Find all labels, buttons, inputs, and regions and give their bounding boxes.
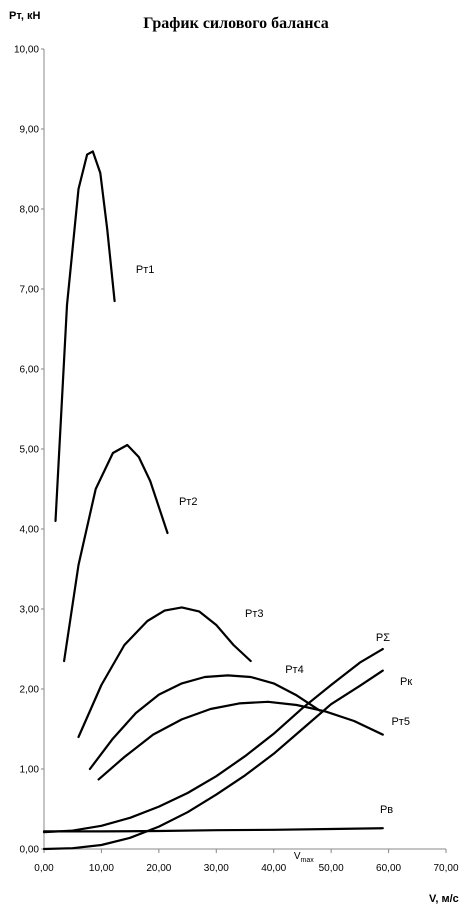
y-tick-label: 2,00 bbox=[20, 685, 40, 696]
x-tick-label: 10,00 bbox=[89, 863, 114, 874]
series-line-6 bbox=[42, 647, 384, 834]
x-tick-label: 30,00 bbox=[204, 863, 229, 874]
y-tick-group: 0,00 1,00 2,00 3,00 4,00 5,00 6,00 7,00 8,00 9,00… bbox=[14, 45, 44, 856]
series-label: PΣ bbox=[376, 632, 390, 644]
x-tick-label: 0,00 bbox=[34, 863, 54, 874]
series-line-8 bbox=[42, 827, 384, 833]
y-tick-label: 6,00 bbox=[20, 365, 40, 376]
x-tick-label: 40,00 bbox=[261, 863, 286, 874]
x-tick-label: 50,00 bbox=[319, 863, 344, 874]
series-label: Pк bbox=[400, 676, 412, 688]
series-line-3 bbox=[77, 606, 252, 739]
series-label: Pт1 bbox=[136, 264, 155, 276]
y-tick-label: 5,00 bbox=[20, 445, 40, 456]
y-tick-label: 9,00 bbox=[20, 125, 40, 136]
y-tick-label: 3,00 bbox=[20, 605, 40, 616]
x-tick-label: 70,00 bbox=[433, 863, 458, 874]
series-label: Pт2 bbox=[179, 496, 198, 508]
x-axis-label: V, м/с bbox=[429, 893, 459, 905]
series-label: Pт3 bbox=[245, 608, 264, 620]
x-tick-label: 60,00 bbox=[376, 863, 401, 874]
y-tick-label: 7,00 bbox=[20, 285, 40, 296]
series-line-2 bbox=[62, 443, 169, 663]
y-tick-label: 8,00 bbox=[20, 205, 40, 216]
y-tick-label: 4,00 bbox=[20, 525, 40, 536]
series-label: Pт5 bbox=[391, 716, 410, 728]
series-line-5 bbox=[97, 700, 384, 781]
series-line-4 bbox=[88, 674, 321, 771]
series-line-1 bbox=[54, 150, 116, 523]
series-label: Pт4 bbox=[285, 664, 304, 676]
series-label: Pв bbox=[380, 804, 393, 816]
chart-title: График силового баланса bbox=[143, 15, 329, 32]
y-tick-label: 10,00 bbox=[14, 45, 39, 56]
y-axis-label: Pт, кН bbox=[9, 10, 41, 22]
x-tick-group: 0,00 10,00 20,00 30,00 40,00 50,00 60,00 70,00 bbox=[34, 849, 459, 874]
y-tick-label: 0,00 bbox=[20, 845, 40, 856]
vmax-annotation: Vmax bbox=[294, 851, 314, 864]
x-tick-label: 20,00 bbox=[146, 863, 171, 874]
series-line-7 bbox=[42, 669, 384, 851]
y-tick-label: 1,00 bbox=[20, 765, 40, 776]
series-group bbox=[42, 150, 384, 851]
series-label-group: Pт1 Pт2 Pт3 Pт4 PΣ Pк Pт5 Pв bbox=[136, 264, 413, 816]
